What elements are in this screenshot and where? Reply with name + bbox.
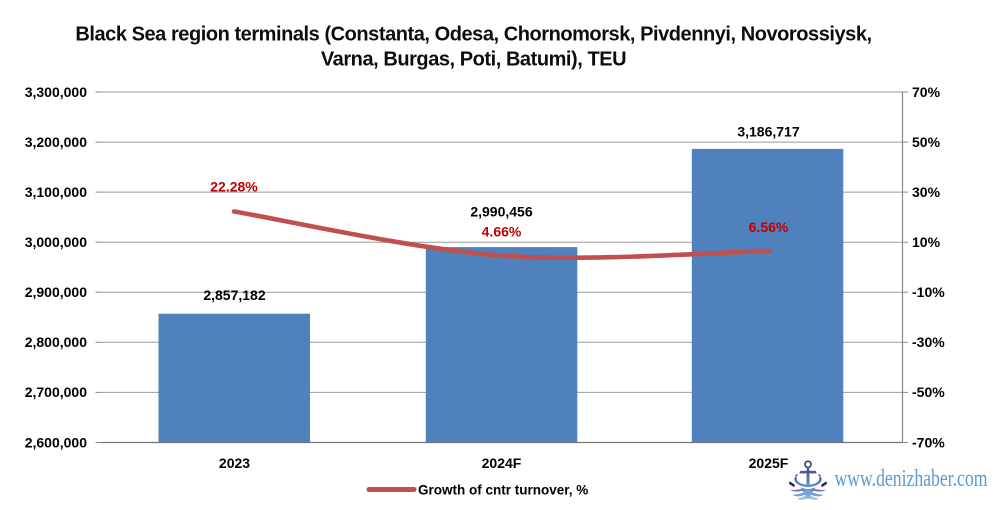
svg-text:-10%: -10%	[912, 284, 945, 300]
svg-text:-50%: -50%	[912, 384, 945, 400]
svg-text:-30%: -30%	[912, 334, 945, 350]
svg-text:2,990,456: 2,990,456	[470, 203, 532, 219]
svg-text:2,800,000: 2,800,000	[25, 334, 87, 350]
svg-text:Varna, Burgas, Poti, Batumi),: Varna, Burgas, Poti, Batumi), TEU	[321, 48, 626, 70]
svg-text:www.denizhaber.com: www.denizhaber.com	[835, 466, 988, 492]
svg-text:2025F: 2025F	[749, 455, 789, 471]
svg-text:22.28%: 22.28%	[210, 178, 258, 194]
svg-text:6.56%: 6.56%	[749, 219, 789, 235]
svg-text:3,000,000: 3,000,000	[25, 234, 87, 250]
svg-text:70%: 70%	[912, 84, 941, 100]
svg-text:Growth of cntr turnover, %: Growth of cntr turnover, %	[418, 483, 588, 498]
svg-text:-70%: -70%	[912, 434, 945, 450]
svg-text:50%: 50%	[912, 134, 941, 150]
svg-text:2,857,182: 2,857,182	[203, 287, 265, 303]
svg-text:30%: 30%	[912, 184, 941, 200]
svg-text:4.66%: 4.66%	[482, 223, 522, 239]
svg-text:2,600,000: 2,600,000	[25, 434, 87, 450]
svg-text:3,200,000: 3,200,000	[25, 134, 87, 150]
svg-text:2023: 2023	[219, 455, 250, 471]
svg-text:3,186,717: 3,186,717	[737, 123, 799, 139]
svg-text:2,900,000: 2,900,000	[25, 284, 87, 300]
svg-text:2024F: 2024F	[482, 455, 522, 471]
svg-text:Black Sea region terminals (Co: Black Sea region terminals (Constanta, O…	[75, 24, 871, 46]
svg-text:3,100,000: 3,100,000	[25, 184, 87, 200]
svg-text:10%: 10%	[912, 234, 941, 250]
svg-text:3,300,000: 3,300,000	[25, 84, 87, 100]
svg-text:2,700,000: 2,700,000	[25, 384, 87, 400]
